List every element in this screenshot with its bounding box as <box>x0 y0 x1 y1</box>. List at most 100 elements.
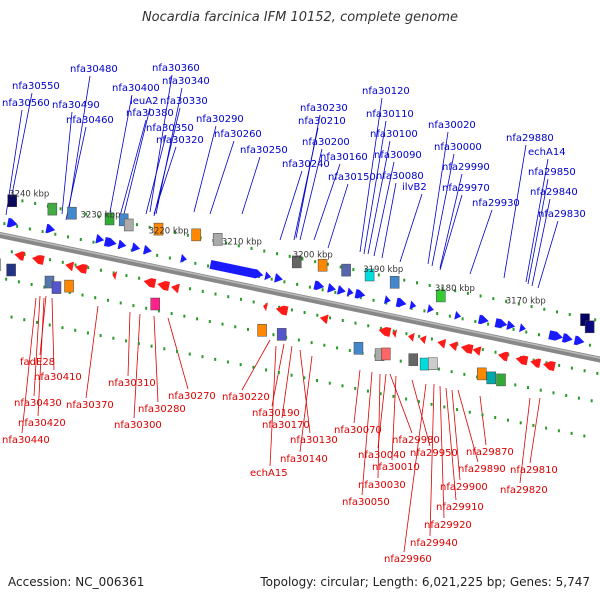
forward-gene-label: nfa30020 <box>428 120 476 131</box>
tick-dot <box>10 315 13 319</box>
tick-dot <box>207 264 210 268</box>
tick-dot <box>272 333 275 337</box>
feature-box <box>341 263 351 277</box>
forward-label-connector <box>537 220 559 289</box>
forward-label-connector <box>149 74 173 213</box>
reverse-arrow <box>143 278 157 289</box>
reverse-arrow <box>419 335 427 345</box>
forward-arrow <box>383 295 391 305</box>
tick-dot <box>448 314 451 318</box>
tick-dot <box>405 332 408 336</box>
tick-dot <box>275 252 278 256</box>
feature-box <box>212 233 223 246</box>
forward-gene-label: nfa30120 <box>362 86 410 97</box>
reverse-gene-label: nfa30170 <box>262 420 310 431</box>
reverse-gene-label: nfa30280 <box>138 404 186 415</box>
feature-box <box>477 367 487 381</box>
forward-arrow <box>95 234 105 244</box>
tick-dot <box>454 289 457 293</box>
tick-dot <box>468 410 471 414</box>
tick-dot <box>570 366 573 370</box>
forward-label-connector <box>293 127 319 241</box>
tick-dot <box>112 336 115 340</box>
forward-gene-label: echA14 <box>528 147 566 158</box>
tick-dot <box>436 312 439 316</box>
forward-label-connector <box>531 198 551 287</box>
reverse-arrow <box>498 351 509 362</box>
tick-dot <box>74 328 77 332</box>
tick-dot <box>239 297 242 301</box>
tick-dot <box>354 321 357 325</box>
tick-dot <box>17 280 20 284</box>
tick-dot <box>341 318 344 322</box>
reverse-arrow <box>449 341 458 351</box>
forward-label-connector <box>209 140 235 215</box>
tick-dot <box>145 306 148 310</box>
forward-label-connector <box>9 92 33 206</box>
backbone <box>0 231 600 363</box>
tick-dot <box>314 260 317 264</box>
feature-box <box>408 353 419 366</box>
tick-dot <box>265 368 268 372</box>
forward-arrow <box>327 283 336 293</box>
tick-dot <box>85 212 88 216</box>
forward-label-connector <box>503 144 527 279</box>
tick-dot <box>86 331 89 335</box>
tick-dot <box>532 358 535 362</box>
forward-gene-label: nfa30360 <box>152 63 200 74</box>
forward-arrow <box>313 280 325 290</box>
tick-dot <box>437 367 440 371</box>
tick-dot <box>283 280 286 284</box>
reverse-label-connector <box>269 345 277 467</box>
reverse-label-connector <box>153 315 159 403</box>
tick-dot <box>443 405 446 409</box>
reverse-arrow <box>157 281 170 291</box>
reverse-gene-label: nfa29950 <box>410 448 458 459</box>
tick-dot <box>366 389 369 393</box>
reverse-gene-label: nfa30190 <box>252 408 300 419</box>
forward-gene-label: nfa30000 <box>434 142 482 153</box>
forward-gene-label: nfa29830 <box>538 209 586 220</box>
tick-dot <box>34 201 37 205</box>
forward-gene-label: nfa30560 <box>2 98 50 109</box>
tick-dot <box>99 268 102 272</box>
forward-arrow <box>131 242 141 252</box>
tick-dot <box>377 273 380 277</box>
reverse-gene-label: nfa30010 <box>372 462 420 473</box>
reverse-label-connector <box>403 383 427 553</box>
reverse-gene-label: nfa30300 <box>114 420 162 431</box>
forward-label-connector <box>299 148 323 241</box>
forward-arrow <box>117 239 127 249</box>
feature-box <box>389 275 400 289</box>
tick-dot <box>517 302 520 306</box>
tick-dot <box>10 250 13 254</box>
feature-box <box>104 212 115 226</box>
tick-dot <box>201 355 204 359</box>
gene-features <box>0 194 595 387</box>
map-title: Nocardia farcinica IFM 10152, complete g… <box>141 10 459 25</box>
tick-dot <box>359 296 362 300</box>
reverse-gene-label: nfa30050 <box>342 497 390 508</box>
tick-dot <box>168 256 171 260</box>
tick-dot <box>430 337 433 341</box>
forward-gene-label: nfa30400 <box>112 83 160 94</box>
forward-label-connector <box>427 131 449 265</box>
reverse-label-connector <box>21 297 37 434</box>
tick-dot <box>405 397 408 401</box>
tick-dot <box>577 396 580 400</box>
tick-dot <box>545 361 548 365</box>
forward-label-connector <box>61 111 73 215</box>
tick-dot <box>48 323 51 327</box>
reverse-arrow <box>263 302 268 312</box>
tick-dot <box>59 207 62 211</box>
reverse-label-connector <box>451 389 461 481</box>
tick-dot <box>441 286 444 290</box>
forward-label-connector <box>359 97 383 253</box>
forward-label-connector <box>145 134 167 215</box>
forward-arrow <box>427 304 434 313</box>
forward-gene-label: nfa29850 <box>528 167 576 178</box>
reverse-label-connector <box>361 371 373 496</box>
forward-arrow <box>454 310 462 320</box>
tick-dot <box>565 393 568 397</box>
tick-dot <box>183 314 186 318</box>
